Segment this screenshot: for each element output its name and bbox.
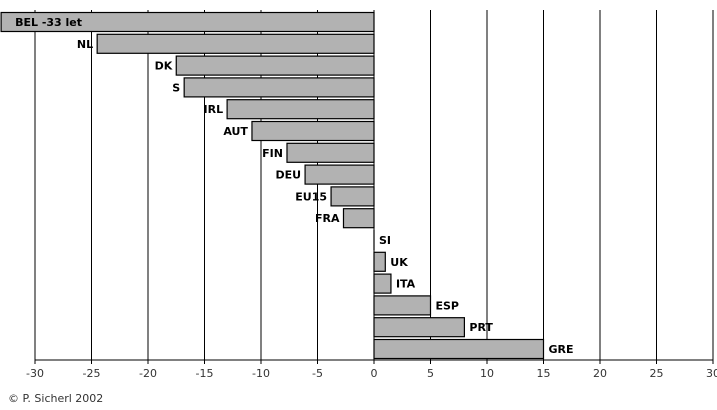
bar-5 (251, 120, 375, 142)
x-tick-label-12: 30 (706, 367, 717, 380)
bar-7 (304, 164, 375, 185)
x-tick-label-9: 15 (537, 367, 551, 380)
category-label-10: SI (379, 234, 391, 247)
x-axis: -30 -25 -20 -15 -10 -5 0 5 10 15 20 25 30 (26, 10, 717, 380)
category-label-8: EU15 (295, 190, 327, 203)
bar-14 (373, 317, 466, 338)
category-label-2: DK (155, 60, 173, 73)
x-tick-label-1: -25 (83, 367, 101, 380)
bars (0, 11, 545, 360)
category-labels: BEL -33 let NL DK S IRL AUT FIN DEU EU15 FRA SI UK I… (15, 16, 573, 356)
category-label-0: BEL -33 let (15, 16, 82, 29)
x-tick-label-11: 25 (650, 367, 664, 380)
category-label-14: PRT (469, 321, 493, 334)
bar-6 (286, 142, 375, 163)
bar-9 (342, 208, 375, 229)
x-tick-label-2: -20 (139, 367, 157, 380)
x-tick-label-6: 0 (371, 367, 378, 380)
x-tick-label-3: -15 (196, 367, 214, 380)
category-label-5: AUT (223, 125, 248, 138)
bar-13 (373, 295, 432, 316)
credit-text: © P. Sicherl 2002 (8, 392, 103, 405)
category-label-1: NL (77, 38, 93, 51)
category-label-15: GRE (549, 343, 574, 356)
category-label-12: ITA (396, 278, 416, 291)
category-label-11: UK (390, 256, 408, 269)
bar-12 (373, 273, 392, 294)
x-tick-label-7: 5 (427, 367, 434, 380)
x-tick-label-10: 20 (593, 367, 607, 380)
x-tick-label-0: -30 (26, 367, 44, 380)
bar-15 (373, 338, 545, 360)
x-tick-label-4: -10 (252, 367, 270, 380)
category-label-7: DEU (275, 169, 301, 182)
bar-3 (183, 77, 375, 98)
category-label-3: S (172, 81, 180, 94)
x-tick-label-5: -5 (312, 367, 323, 380)
category-label-6: FIN (262, 147, 283, 160)
bar-2 (175, 55, 375, 76)
bar-4 (226, 99, 375, 120)
bar-11 (373, 251, 386, 272)
x-tick-label-8: 10 (480, 367, 494, 380)
bar-8 (330, 186, 375, 207)
category-label-4: IRL (204, 103, 224, 116)
bar-1 (96, 33, 375, 54)
category-label-13: ESP (436, 299, 460, 312)
category-label-9: FRA (315, 212, 340, 225)
